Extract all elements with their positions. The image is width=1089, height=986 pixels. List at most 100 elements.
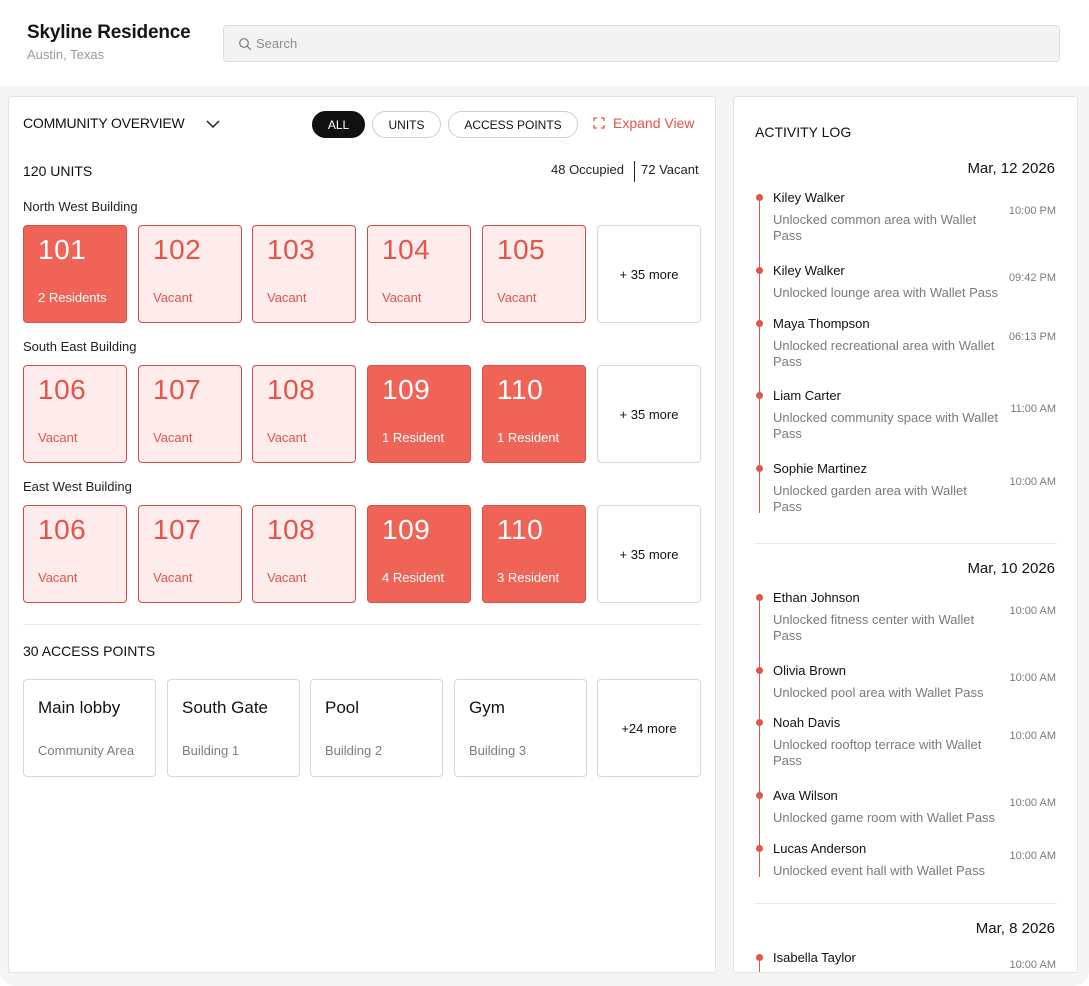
timeline-line — [759, 597, 760, 877]
access-point-location: Community Area — [38, 743, 135, 758]
unit-tile[interactable]: 101 2 Residents — [23, 225, 127, 323]
activity-description: Unlocked garden area with Wallet Pass — [773, 483, 967, 514]
unit-status: Vacant — [267, 290, 307, 305]
unit-status: 4 Resident — [382, 570, 445, 585]
overview-title: COMMUNITY OVERVIEW — [23, 115, 185, 131]
activity-log-title: ACTIVITY LOG — [755, 124, 852, 140]
access-point-location: Building 2 — [325, 743, 383, 758]
unit-tile[interactable]: 110 1 Resident — [482, 365, 586, 463]
activity-user-name: Ava Wilson — [773, 788, 838, 803]
unit-tile[interactable]: 106 Vacant — [23, 505, 127, 603]
units-more-button[interactable]: + 35 more — [597, 365, 701, 463]
unit-tile[interactable]: 109 4 Resident — [367, 505, 471, 603]
timeline-dot — [756, 392, 763, 399]
unit-tile[interactable]: 102 Vacant — [138, 225, 242, 323]
unit-status: Vacant — [38, 430, 78, 445]
filter-all[interactable]: ALL — [312, 111, 365, 138]
access-point-card[interactable]: Gym Building 3 — [454, 679, 587, 777]
activity-description: Unlocked lounge area with Wallet Pass — [773, 285, 998, 300]
access-point-name: Pool — [325, 698, 360, 717]
activity-date-heading: Mar, 12 2026 — [967, 160, 1055, 177]
property-location: Austin, Texas — [27, 47, 105, 62]
activity-time: 10:00 AM — [1009, 959, 1056, 971]
activity-time: 10:00 AM — [1009, 672, 1056, 684]
access-points-more-button[interactable]: +24 more — [597, 679, 701, 777]
occupied-count: 48 Occupied — [551, 162, 624, 177]
unit-number: 107 — [153, 374, 202, 405]
unit-status: Vacant — [497, 290, 537, 305]
community-overview-panel: COMMUNITY OVERVIEW ALL UNITS ACCESS POIN… — [8, 96, 716, 973]
timeline-dot — [756, 465, 763, 472]
unit-status: 1 Resident — [497, 430, 560, 445]
activity-user-name: Kiley Walker — [773, 190, 845, 205]
timeline-dot — [756, 719, 763, 726]
unit-tile[interactable]: 108 Vacant — [252, 505, 356, 603]
activity-user-name: Ethan Johnson — [773, 590, 860, 605]
vacant-count: 72 Vacant — [641, 162, 699, 177]
timeline-dot — [756, 667, 763, 674]
access-points-heading: 30 ACCESS POINTS — [23, 643, 156, 659]
divider — [755, 543, 1057, 544]
unit-number: 101 — [38, 234, 87, 265]
timeline-dot — [756, 194, 763, 201]
unit-status: 2 Residents — [38, 290, 107, 305]
unit-status: Vacant — [153, 570, 193, 585]
unit-tile[interactable]: 103 Vacant — [252, 225, 356, 323]
unit-number: 105 — [497, 234, 546, 265]
activity-time: 10:00 AM — [1009, 797, 1056, 809]
activity-description: Unlocked game room with Wallet Pass — [773, 810, 996, 825]
activity-user-name: Isabella Taylor — [773, 950, 856, 965]
activity-user-name: Noah Davis — [773, 715, 841, 730]
unit-number: 108 — [267, 374, 316, 405]
unit-status: 1 Resident — [382, 430, 445, 445]
activity-time: 10:00 AM — [1009, 476, 1056, 488]
unit-status: Vacant — [38, 570, 78, 585]
building-label: North West Building — [23, 199, 138, 214]
timeline-dot — [756, 320, 763, 327]
activity-description: Unlocked fitness center with Wallet Pass — [773, 612, 975, 643]
access-point-name: Gym — [469, 698, 505, 717]
activity-time: 11:00 AM — [1010, 403, 1056, 415]
activity-time: 10:00 PM — [1008, 205, 1056, 217]
timeline-dot — [756, 267, 763, 274]
filter-access-points[interactable]: ACCESS POINTS — [448, 111, 578, 138]
activity-time: 10:00 AM — [1009, 605, 1056, 617]
unit-tile[interactable]: 108 Vacant — [252, 365, 356, 463]
unit-tile[interactable]: 107 Vacant — [138, 505, 242, 603]
unit-number: 110 — [497, 514, 544, 545]
access-point-card[interactable]: Main lobby Community Area — [23, 679, 156, 777]
expand-view-label: Expand View — [613, 115, 695, 131]
unit-tile[interactable]: 106 Vacant — [23, 365, 127, 463]
divider — [634, 161, 635, 182]
search-bar[interactable] — [223, 25, 1060, 62]
access-point-card[interactable]: Pool Building 2 — [310, 679, 443, 777]
expand-icon — [593, 117, 605, 129]
filter-units[interactable]: UNITS — [372, 111, 441, 138]
activity-time: 10:00 AM — [1009, 850, 1056, 862]
unit-status: Vacant — [267, 570, 307, 585]
timeline-dot — [756, 792, 763, 799]
activity-description: Unlocked recreational area with Wallet P… — [773, 338, 995, 369]
activity-time: 09:42 PM — [1008, 272, 1056, 284]
building-label: East West Building — [23, 479, 132, 494]
search-icon — [239, 38, 252, 51]
search-input[interactable] — [256, 26, 1036, 61]
units-more-button[interactable]: + 35 more — [597, 505, 701, 603]
expand-view-button[interactable]: Expand View — [593, 115, 694, 131]
unit-tile[interactable]: 110 3 Resident — [482, 505, 586, 603]
access-point-card[interactable]: South Gate Building 1 — [167, 679, 300, 777]
unit-tile[interactable]: 109 1 Resident — [367, 365, 471, 463]
units-more-button[interactable]: + 35 more — [597, 225, 701, 323]
unit-number: 107 — [153, 514, 202, 545]
unit-tile[interactable]: 105 Vacant — [482, 225, 586, 323]
unit-tile[interactable]: 107 Vacant — [138, 365, 242, 463]
chevron-down-icon[interactable] — [205, 116, 221, 132]
unit-number: 109 — [382, 374, 431, 405]
activity-date-heading: Mar, 8 2026 — [975, 920, 1055, 937]
unit-number: 106 — [38, 514, 87, 545]
activity-user-name: Maya Thompson — [773, 316, 870, 331]
unit-tile[interactable]: 104 Vacant — [367, 225, 471, 323]
activity-description: Unlocked community space with Wallet Pas… — [773, 410, 998, 441]
activity-user-name: Kiley Walker — [773, 263, 845, 278]
